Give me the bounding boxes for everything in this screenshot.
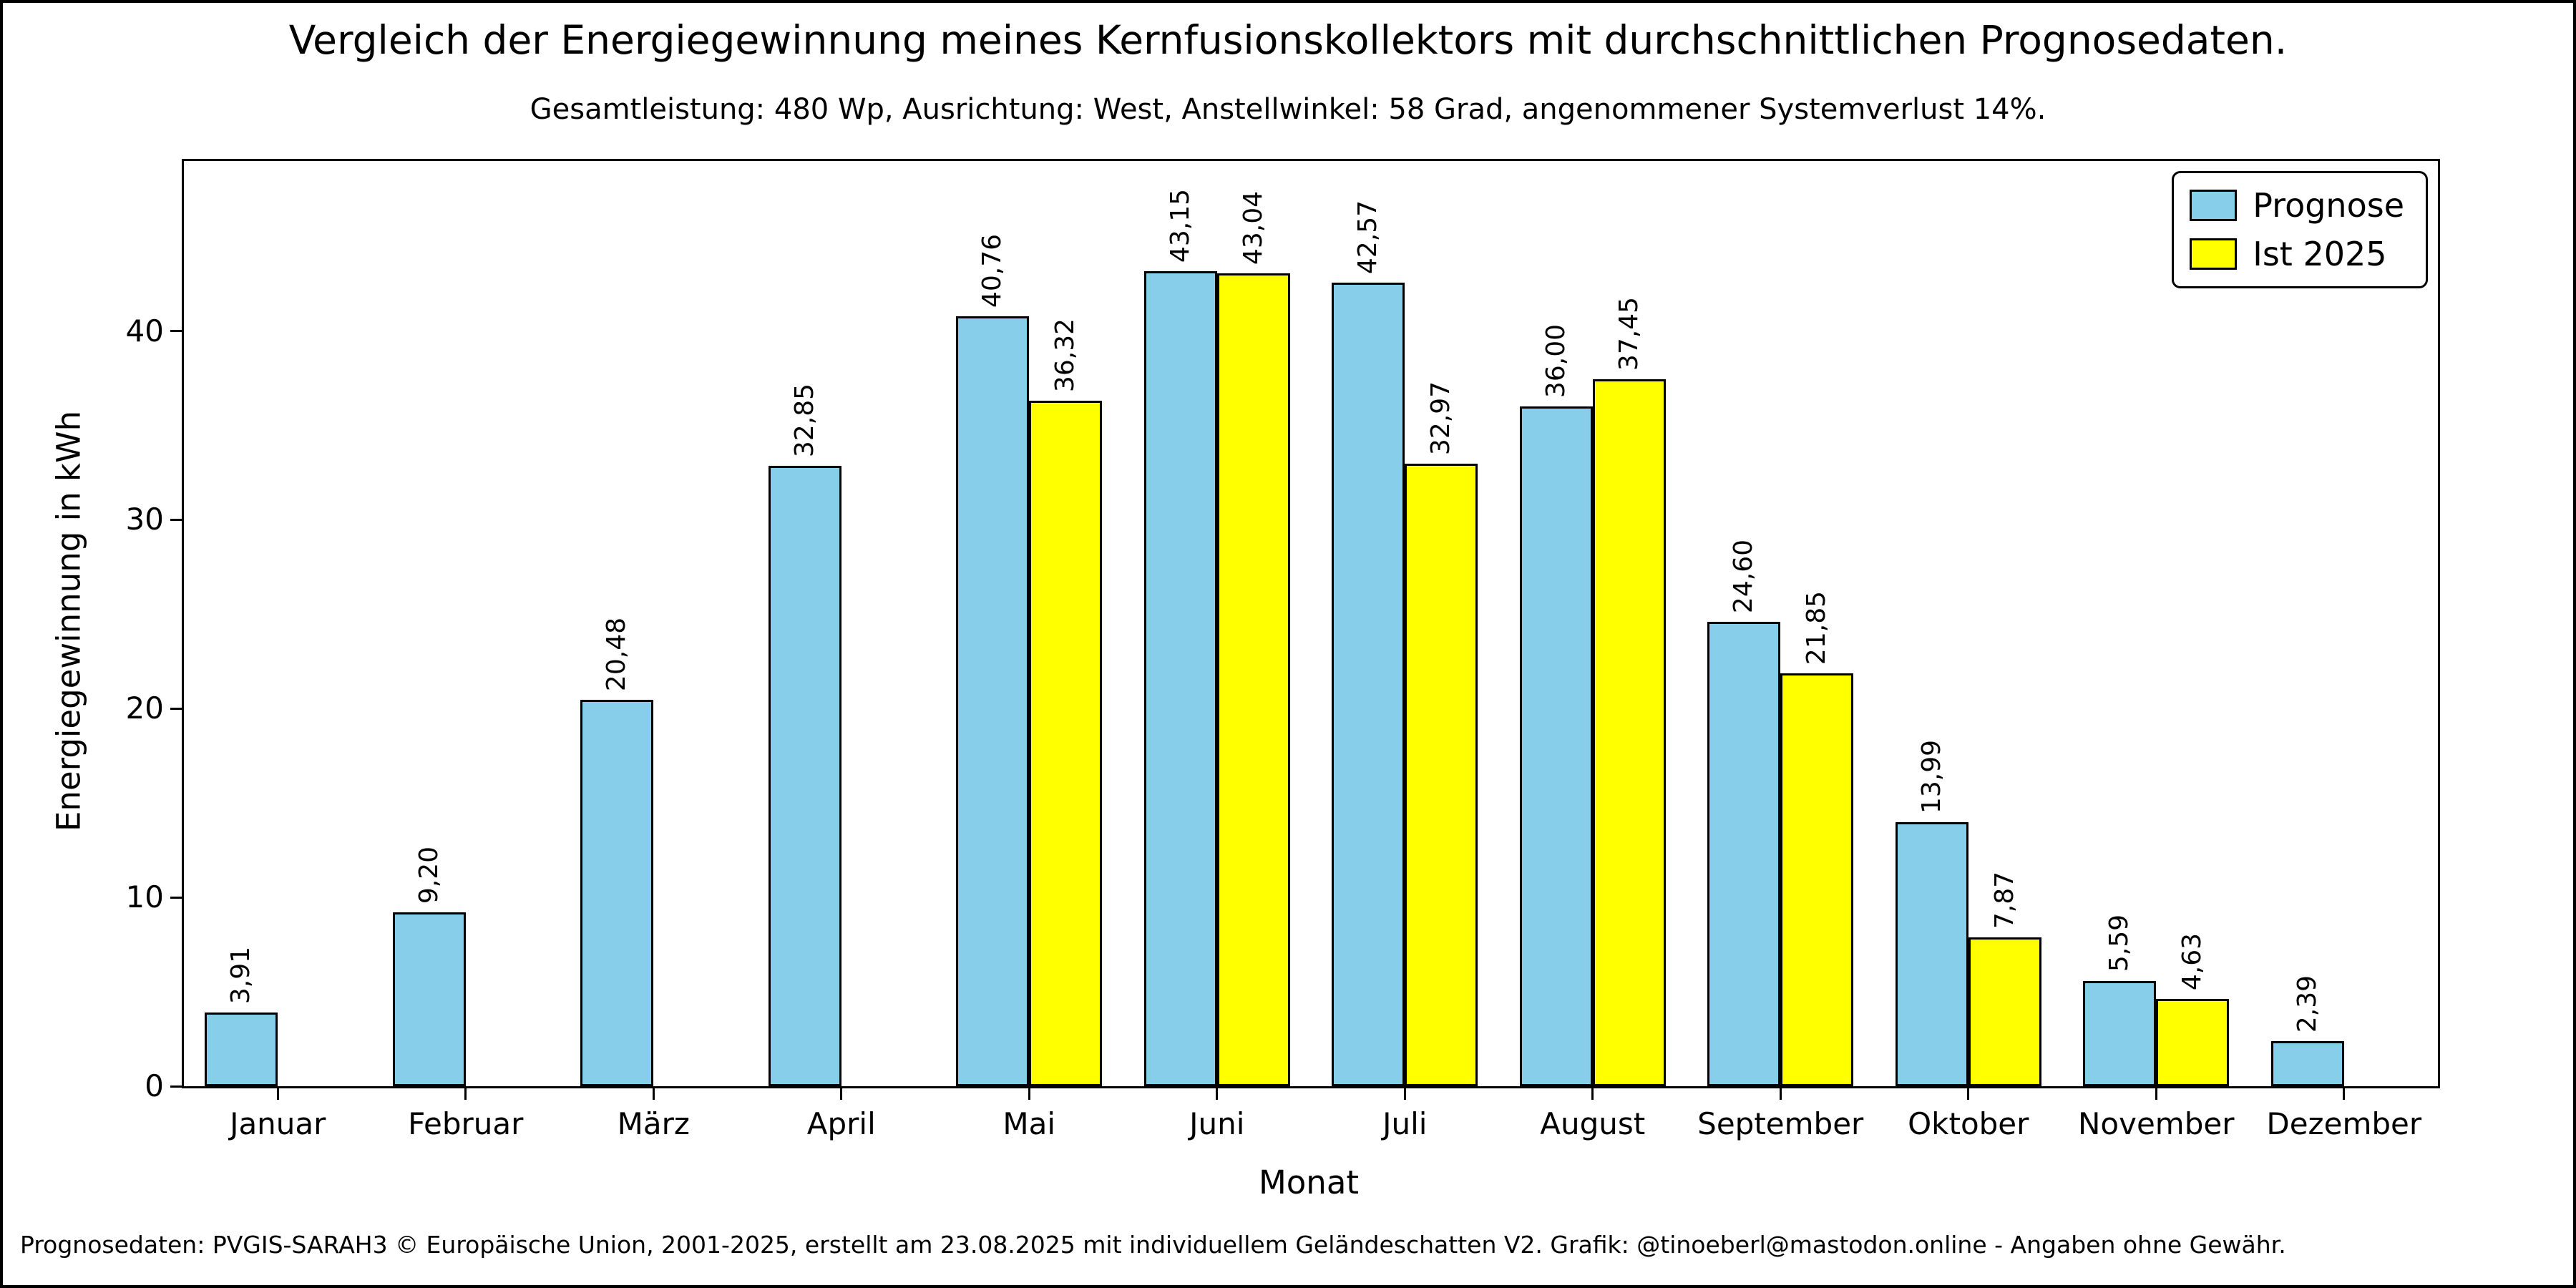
y-tick-mark (170, 518, 182, 521)
bar-value-label: 36,32 (1050, 318, 1080, 392)
y-axis-label: Energiegewinnung in kWh (49, 410, 88, 832)
bar-value-label: 21,85 (1802, 591, 1832, 665)
bar-ist-2025 (1968, 937, 2041, 1086)
bar-value-label: 43,15 (1165, 189, 1195, 263)
x-tick-mark (464, 1088, 467, 1100)
x-tick-mark (1591, 1088, 1594, 1100)
bar-prognose (580, 699, 654, 1086)
x-tick-mark (840, 1088, 843, 1100)
x-tick-label: Dezember (2266, 1106, 2422, 1141)
bar-value-label: 20,48 (602, 617, 632, 691)
x-tick-label: Januar (230, 1106, 326, 1141)
chart-title: Vergleich der Energiegewinnung meines Ke… (288, 17, 2288, 63)
bar-value-label: 36,00 (1541, 323, 1571, 399)
y-tick-mark (170, 707, 182, 710)
footer-note: Prognosedaten: PVGIS-SARAH3 © Europäisch… (20, 1231, 2286, 1259)
legend-label-prognose: Prognose (2253, 186, 2404, 225)
plot-area: Prognose Ist 2025 0 10 20 30 40 Januar 3,91 Feb… (126, 159, 2440, 1141)
legend-swatch-prognose (2190, 190, 2238, 221)
x-tick-label: Mai (1002, 1106, 1056, 1141)
bar-prognose (1707, 621, 1781, 1086)
bar-prognose (956, 316, 1030, 1086)
bar-value-label: 24,60 (1729, 539, 1759, 613)
x-tick-label: Oktober (1908, 1106, 2029, 1141)
bar-value-label: 5,59 (2104, 914, 2135, 972)
bar-value-label: 32,97 (1426, 381, 1456, 455)
bar-value-label: 3,91 (226, 946, 256, 1004)
bar-prognose (392, 912, 466, 1086)
x-tick-mark (2343, 1088, 2346, 1100)
x-tick-label: August (1540, 1106, 1646, 1141)
bar-value-label: 43,04 (1238, 191, 1268, 265)
bar-prognose (2083, 980, 2157, 1086)
x-tick-mark (1967, 1088, 1970, 1100)
y-tick-label: 10 (125, 879, 164, 915)
x-tick-mark (1403, 1088, 1406, 1100)
x-tick-mark (2155, 1088, 2157, 1100)
bar-value-label: 9,20 (414, 847, 444, 904)
y-tick-mark (170, 1085, 182, 1088)
bar-prognose (1143, 271, 1217, 1086)
bar-ist-2025 (2156, 998, 2230, 1086)
bar-value-label: 7,87 (1989, 872, 2019, 930)
legend: Prognose Ist 2025 (2172, 171, 2428, 288)
x-tick-label: April (806, 1106, 876, 1141)
x-tick-label: Juli (1382, 1106, 1428, 1141)
bar-prognose (1519, 406, 1593, 1086)
bar-value-label: 2,39 (2292, 975, 2322, 1033)
y-tick-label: 20 (125, 691, 164, 726)
legend-item-ist-2025: Ist 2025 (2190, 235, 2404, 273)
bar-value-label: 13,99 (1916, 739, 1946, 814)
bar-ist-2025 (1592, 379, 1666, 1086)
x-tick-mark (652, 1088, 655, 1100)
x-tick-label: März (617, 1106, 690, 1141)
y-tick-mark (170, 896, 182, 899)
chart-subtitle: Gesamtleistung: 480 Wp, Ausrichtung: Wes… (530, 93, 2046, 126)
legend-swatch-ist-2025 (2190, 238, 2238, 270)
y-tick-label: 40 (125, 313, 164, 348)
bar-value-label: 42,57 (1353, 200, 1383, 274)
bar-value-label: 4,63 (2177, 932, 2207, 990)
bar-prognose (1895, 821, 1968, 1086)
bar-prognose (768, 466, 841, 1086)
x-tick-mark (1779, 1088, 1782, 1100)
x-tick-mark (1216, 1088, 1219, 1100)
bar-value-label: 37,45 (1614, 296, 1644, 371)
bar-prognose (2270, 1040, 2344, 1086)
legend-label-ist-2025: Ist 2025 (2253, 235, 2387, 273)
bar-prognose (205, 1012, 278, 1086)
x-tick-label: Februar (408, 1106, 524, 1141)
bar-value-label: 40,76 (977, 234, 1008, 308)
bar-value-label: 32,85 (789, 384, 819, 458)
bar-prognose (1332, 282, 1405, 1086)
y-tick-label: 0 (145, 1068, 164, 1103)
x-axis-label: Monat (1258, 1163, 1360, 1201)
x-tick-label: November (2078, 1106, 2235, 1141)
y-tick-mark (170, 330, 182, 332)
x-tick-label: Juni (1189, 1106, 1245, 1141)
legend-item-prognose: Prognose (2190, 186, 2404, 225)
x-tick-mark (276, 1088, 279, 1100)
bar-ist-2025 (1216, 273, 1290, 1086)
bar-ist-2025 (1029, 400, 1103, 1086)
x-tick-mark (1028, 1088, 1030, 1100)
x-tick-label: September (1697, 1106, 1864, 1141)
bar-ist-2025 (1405, 464, 1478, 1086)
bar-ist-2025 (1780, 673, 1854, 1086)
y-tick-label: 30 (125, 502, 164, 537)
